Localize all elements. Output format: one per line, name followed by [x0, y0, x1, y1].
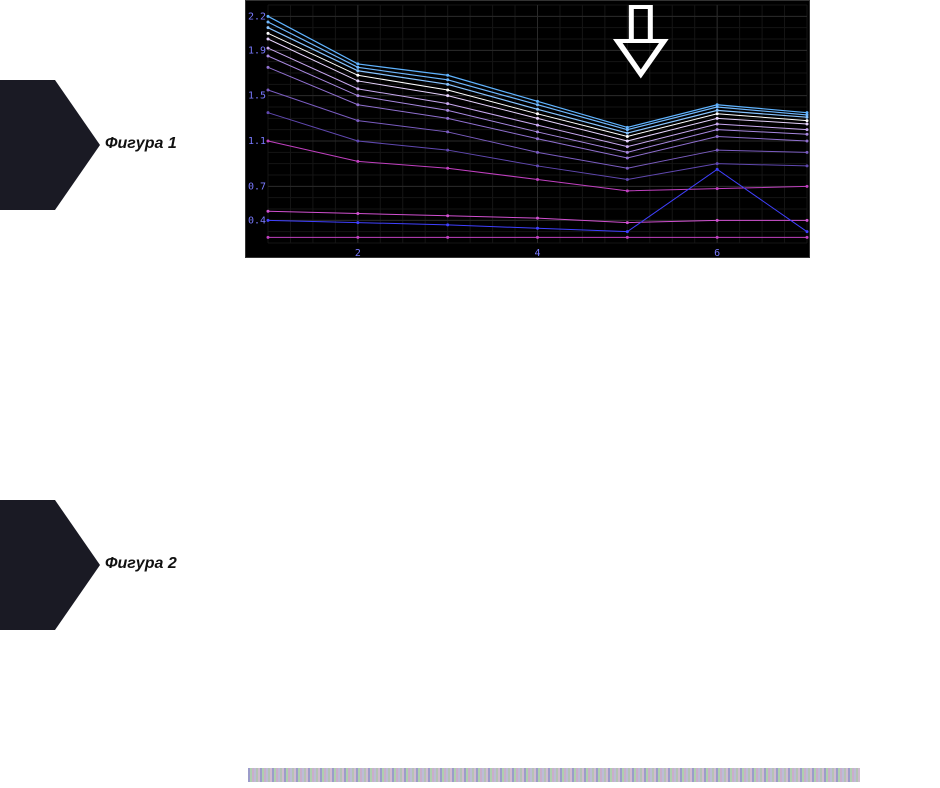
svg-text:0.4: 0.4	[248, 215, 266, 226]
svg-text:1.1: 1.1	[248, 136, 266, 147]
svg-text:0.7: 0.7	[248, 181, 266, 192]
arrow-shape	[0, 80, 100, 210]
figure2-arrow-label	[0, 500, 120, 630]
heatmap-svg	[260, 355, 900, 715]
figure2-caption: Фигура 2	[105, 555, 177, 573]
line-chart: 0.4 0.7 1.1 1.5 1.9 2.2 2 4 6	[245, 0, 810, 258]
heatmap-chart	[280, 375, 860, 715]
line-chart-svg: 0.4 0.7 1.1 1.5 1.9 2.2 2 4 6	[246, 1, 811, 259]
figure1-arrow-label	[0, 80, 120, 210]
figure1-caption: Фигура 1	[105, 135, 177, 153]
svg-text:4: 4	[535, 248, 541, 259]
svg-text:1.9: 1.9	[248, 45, 266, 56]
arrow-shape	[0, 500, 100, 630]
svg-text:2.2: 2.2	[248, 11, 266, 22]
svg-text:2: 2	[355, 248, 361, 259]
svg-text:6: 6	[714, 248, 720, 259]
noise-strip	[248, 768, 860, 782]
svg-text:1.5: 1.5	[248, 91, 266, 102]
